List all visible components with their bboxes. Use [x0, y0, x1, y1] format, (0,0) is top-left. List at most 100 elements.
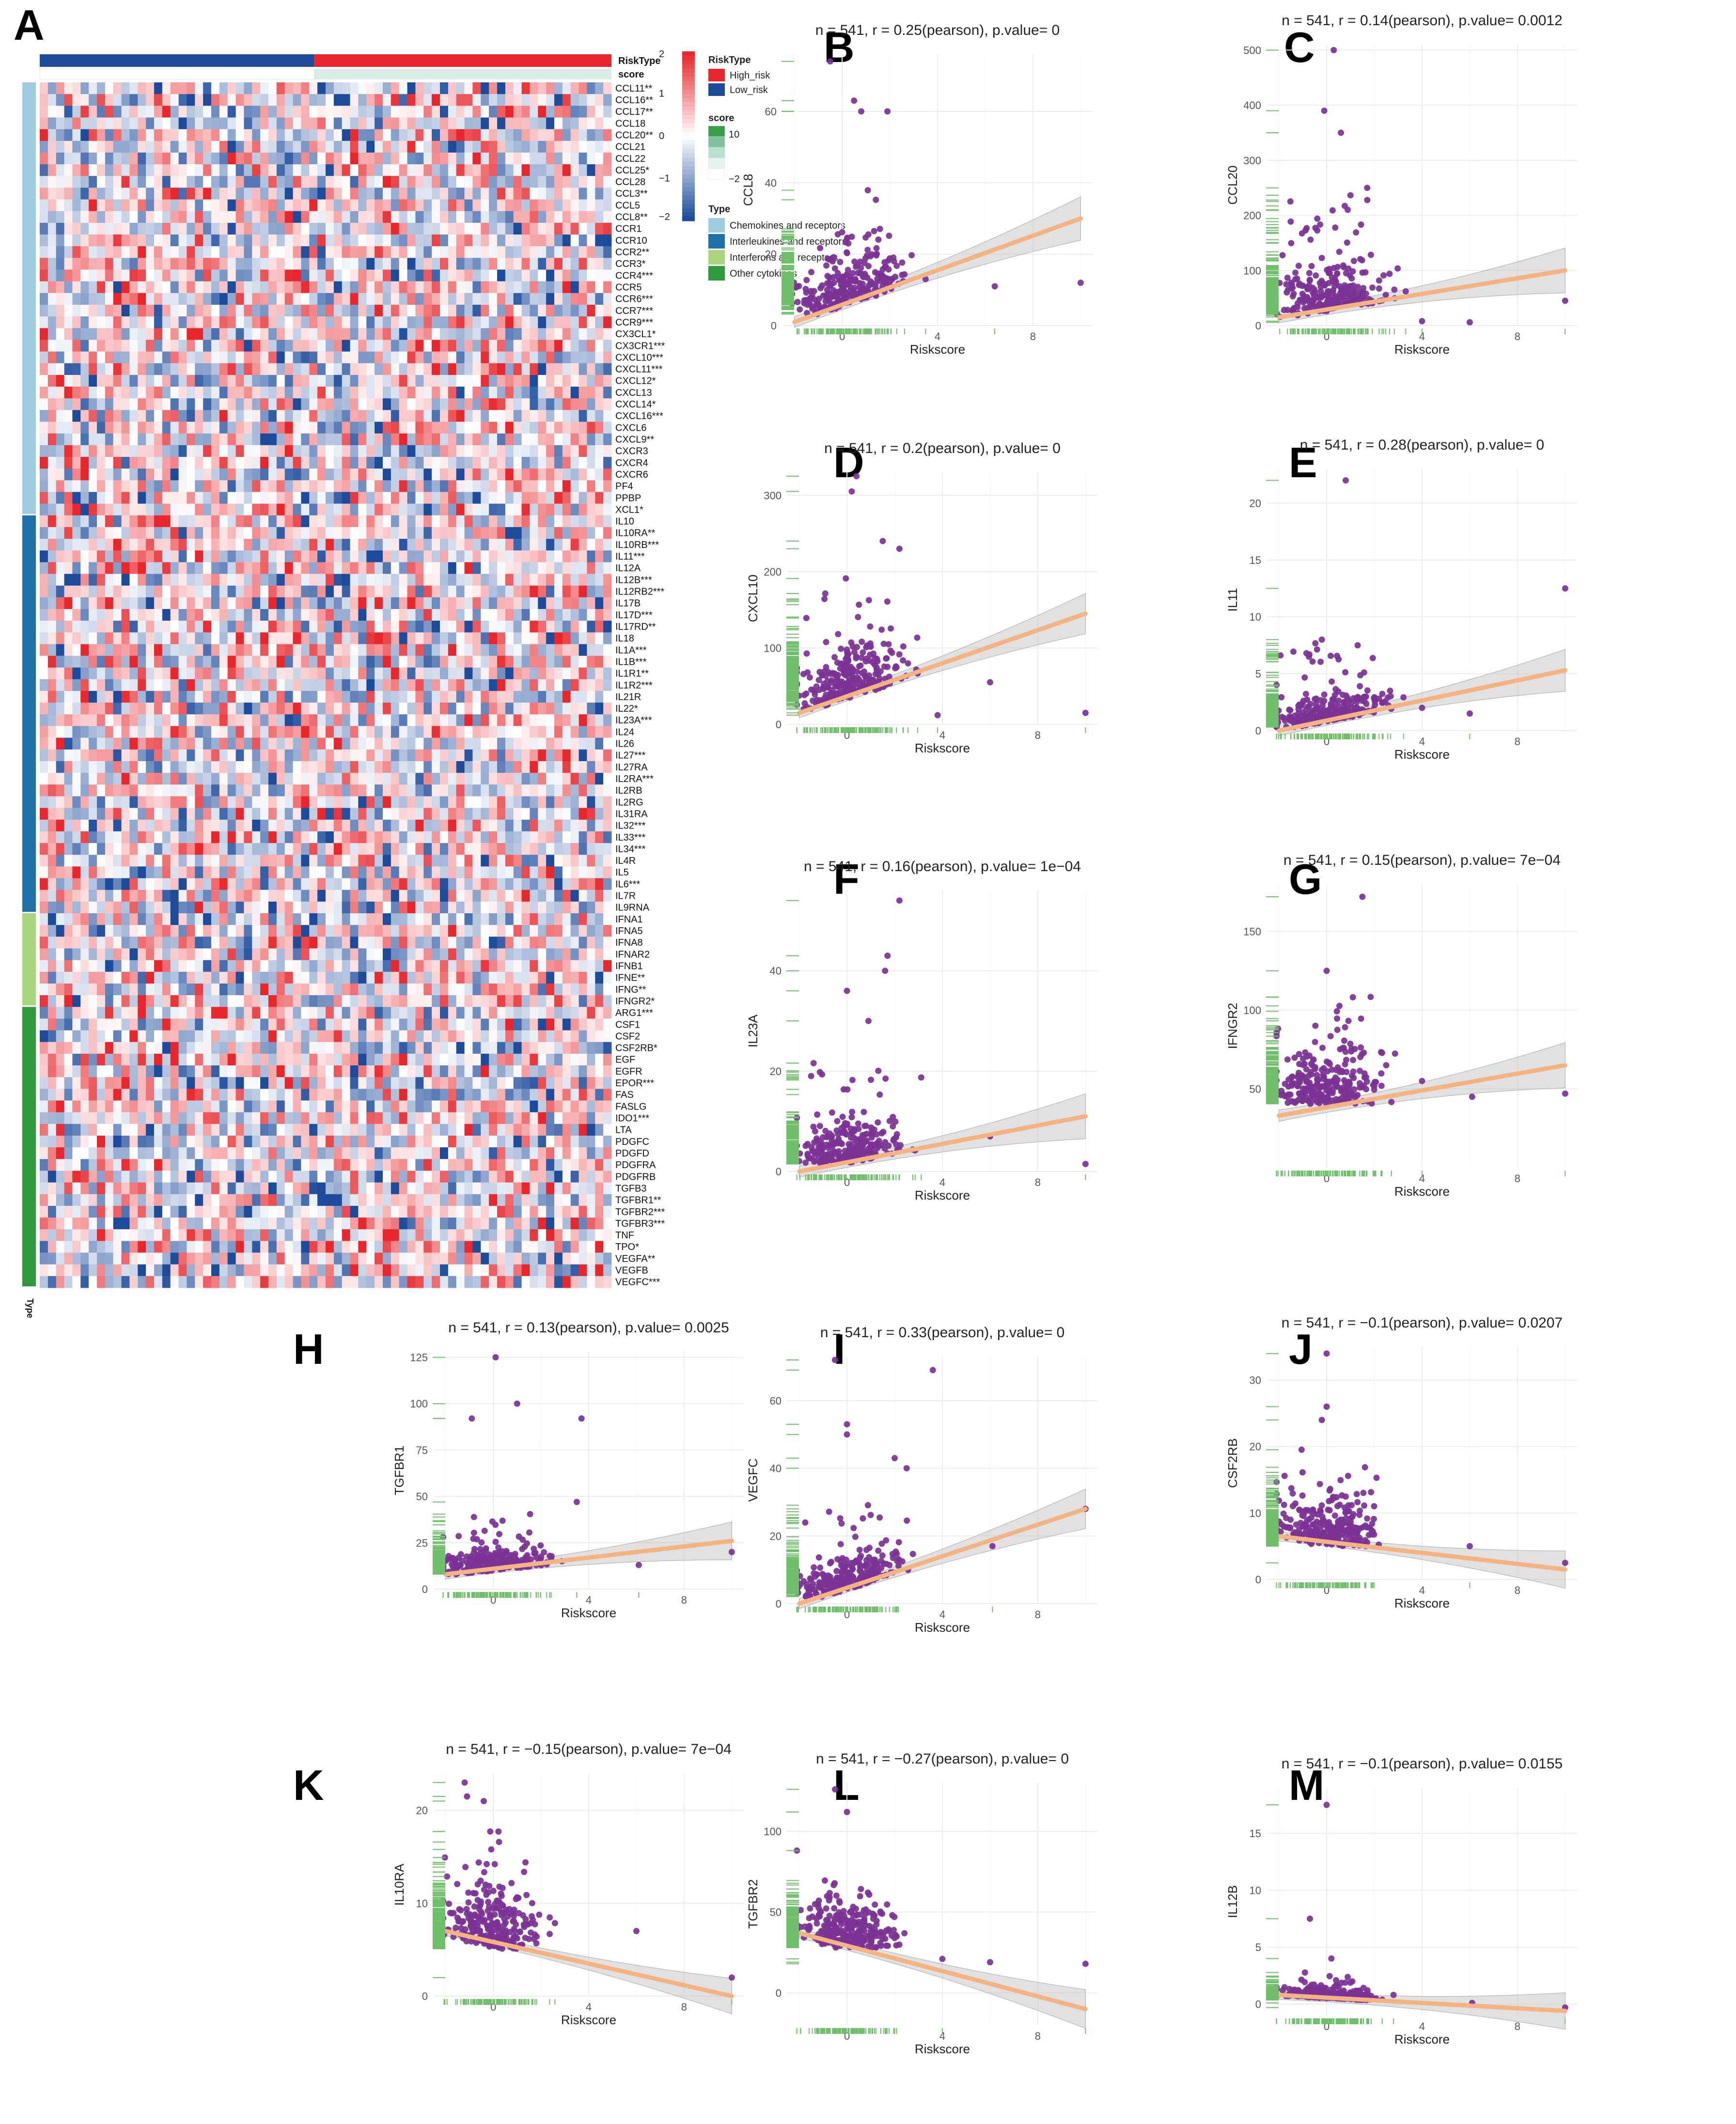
heatmap-cell	[235, 574, 244, 586]
heatmap-cell	[358, 855, 367, 867]
heatmap-cell	[89, 258, 97, 270]
heatmap-cell	[350, 375, 359, 387]
heatmap-cells	[40, 82, 612, 1288]
heatmap-cell	[276, 375, 285, 387]
heatmap-cell	[47, 819, 57, 832]
heatmap-cell	[154, 199, 163, 212]
heatmap-cell	[440, 281, 449, 294]
heatmap-cell	[472, 305, 481, 317]
heatmap-cell	[383, 515, 391, 528]
heatmap-cell	[489, 410, 498, 422]
heatmap-cell	[154, 269, 163, 282]
heatmap-cell	[268, 363, 277, 375]
heatmap-cell	[326, 714, 334, 726]
heatmap-cell	[268, 94, 277, 106]
heatmap-cell	[464, 480, 473, 492]
heatmap-cell	[530, 737, 538, 750]
heatmap-cell	[195, 843, 203, 855]
heatmap-cell	[72, 480, 81, 492]
heatmap-cell	[121, 913, 130, 925]
heatmap-cell	[481, 866, 489, 878]
heatmap-cell	[579, 796, 587, 809]
heatmap-cell	[97, 761, 106, 773]
heatmap-cell	[326, 866, 334, 878]
heatmap-cell	[326, 316, 334, 328]
heatmap-cell	[97, 843, 106, 855]
heatmap-cell	[464, 445, 473, 457]
heatmap-cell	[317, 222, 326, 235]
heatmap-cell	[423, 831, 432, 843]
heatmap-cell	[456, 187, 465, 200]
heatmap-cell	[521, 703, 530, 715]
heatmap-cell	[350, 761, 359, 773]
heatmap-cell	[415, 691, 424, 703]
heatmap-cell	[121, 562, 130, 574]
heatmap-cell	[579, 281, 587, 294]
heatmap-cell	[129, 539, 138, 551]
heatmap-cell	[252, 726, 261, 738]
heatmap-cell	[383, 831, 391, 843]
heatmap-cell	[342, 667, 350, 680]
heatmap-cell	[170, 410, 179, 422]
heatmap-cell	[489, 117, 498, 130]
heatmap-cell	[489, 714, 498, 726]
heatmap-cell	[546, 855, 555, 867]
heatmap-cell	[276, 258, 285, 270]
heatmap-cell	[383, 691, 391, 703]
heatmap-cell	[456, 387, 465, 399]
heatmap-cell	[162, 141, 171, 153]
heatmap-cell	[72, 855, 81, 867]
heatmap-cell	[260, 644, 269, 656]
heatmap-cell	[423, 585, 432, 598]
heatmap-cell	[195, 773, 203, 785]
heatmap-cell	[317, 515, 326, 528]
heatmap-cell	[105, 796, 114, 809]
heatmap-cell	[317, 492, 326, 504]
heatmap-cell	[129, 433, 138, 446]
heatmap-cell	[562, 199, 571, 212]
heatmap-cell	[276, 703, 285, 715]
heatmap-cell	[521, 234, 530, 247]
heatmap-cell	[481, 539, 489, 551]
heatmap-cell	[497, 714, 506, 726]
heatmap-cell	[579, 199, 587, 212]
heatmap-cell	[276, 340, 285, 352]
heatmap-cell	[415, 597, 424, 609]
heatmap-cell	[113, 234, 122, 247]
heatmap-cell	[326, 632, 334, 644]
heatmap-cell	[284, 340, 293, 352]
heatmap-cell	[464, 469, 473, 481]
heatmap-cell	[252, 117, 261, 130]
heatmap-cell	[276, 398, 285, 410]
heatmap-cell	[440, 632, 449, 644]
heatmap-cell	[407, 773, 416, 785]
heatmap-cell	[40, 679, 48, 691]
heatmap-cell	[342, 527, 350, 539]
heatmap-cell	[146, 152, 155, 165]
heatmap-cell	[235, 328, 244, 340]
heatmap-cell	[211, 246, 220, 258]
heatmap-cell	[383, 234, 391, 247]
heatmap-cell	[456, 691, 465, 703]
heatmap-cell	[244, 761, 252, 773]
heatmap-cell	[464, 129, 473, 141]
heatmap-cell	[105, 843, 114, 855]
heatmap-cell	[260, 714, 269, 726]
heatmap-cell	[227, 164, 236, 176]
heatmap-cell	[579, 269, 587, 282]
heatmap-cell	[284, 737, 293, 750]
heatmap-cell	[64, 387, 73, 399]
heatmap-cell	[129, 469, 138, 481]
heatmap-cell	[40, 164, 48, 176]
heatmap-cell	[40, 621, 48, 633]
heatmap-cell	[40, 866, 48, 878]
heatmap-cell	[603, 749, 612, 762]
heatmap-cell	[407, 714, 416, 726]
heatmap-cell	[252, 129, 261, 141]
heatmap-cell	[244, 82, 252, 94]
heatmap-cell	[587, 539, 595, 551]
heatmap-cell	[562, 305, 571, 317]
heatmap-cell	[97, 527, 106, 539]
heatmap-cell	[301, 258, 310, 270]
heatmap-cell	[423, 890, 432, 902]
